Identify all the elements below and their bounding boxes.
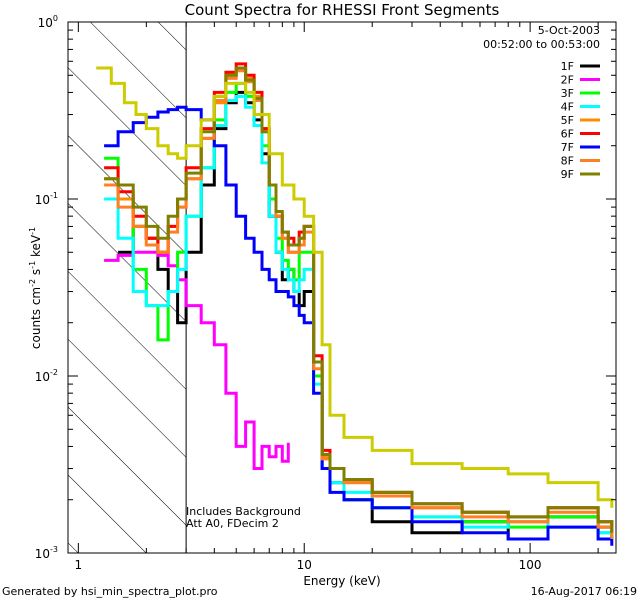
legend-label-4F: 4F xyxy=(561,101,574,114)
chart-title: Count Spectra for RHESSI Front Segments xyxy=(185,1,500,19)
legend-label-8F: 8F xyxy=(561,155,574,168)
y-tick-exp: -3 xyxy=(50,545,58,554)
x-axis-label: Energy (keV) xyxy=(303,574,380,588)
y-axis-label-exp: -2 xyxy=(28,279,37,287)
y-tick-label: 10-1 xyxy=(35,191,58,207)
y-tick-exp: -1 xyxy=(50,191,58,200)
y-tick-exp: -2 xyxy=(50,368,58,377)
y-tick-base: 10 xyxy=(35,370,50,384)
y-axis-label-exp: -1 xyxy=(28,261,37,269)
series-line-extra-9 xyxy=(96,66,614,508)
x-tick-label: 1 xyxy=(75,558,83,572)
x-tick-label: 100 xyxy=(519,558,542,572)
y-axis-label-part: counts cm xyxy=(29,287,43,349)
x-tick-label: 10 xyxy=(297,558,312,572)
y-tick-label: 10-3 xyxy=(35,545,58,561)
legend-label-5F: 5F xyxy=(561,114,574,127)
y-axis-label-exp: -1 xyxy=(28,227,37,235)
legend-label-7F: 7F xyxy=(561,141,574,154)
y-tick-exp: 0 xyxy=(53,14,58,23)
annotation-attenuator: Att A0, FDecim 2 xyxy=(186,517,279,530)
y-tick-base: 10 xyxy=(38,16,53,30)
y-axis-label-part: s xyxy=(29,269,43,279)
y-tick-label: 100 xyxy=(38,14,58,30)
legend-label-3F: 3F xyxy=(561,87,574,100)
series-line-2F xyxy=(104,250,290,470)
legend-label-1F: 1F xyxy=(561,60,574,73)
legend-label-9F: 9F xyxy=(561,168,574,181)
plot-frame xyxy=(67,21,617,554)
footer-generated-by: Generated by hsi_min_spectra_plot.pro xyxy=(2,585,218,598)
series-line-1F xyxy=(118,90,614,541)
series-line-7F xyxy=(104,105,614,546)
legend-label-6F: 6F xyxy=(561,128,574,141)
time-range-label: 00:52:00 to 00:53:00 xyxy=(483,38,600,51)
annotation-background: Includes Background xyxy=(186,505,301,518)
footer-timestamp: 16-Aug-2017 06:19 xyxy=(531,585,637,598)
y-axis-label-part: keV xyxy=(29,234,43,261)
y-tick-base: 10 xyxy=(35,193,50,207)
series-group xyxy=(96,62,614,546)
y-tick-base: 10 xyxy=(35,547,50,561)
y-axis-label: counts cm-2 s-1 keV-1 xyxy=(28,227,43,349)
legend-label-2F: 2F xyxy=(561,74,574,87)
series-line-9F xyxy=(104,66,614,533)
date-label: 5-Oct-2003 xyxy=(538,24,600,37)
y-tick-label: 10-2 xyxy=(35,368,58,384)
